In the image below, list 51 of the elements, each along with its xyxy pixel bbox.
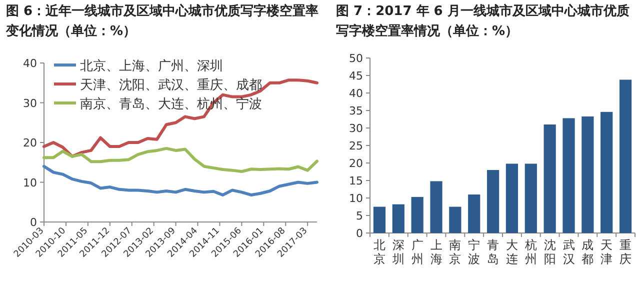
x-tick-label: 青岛 xyxy=(487,238,500,266)
y-tick-label: 50 xyxy=(349,52,363,65)
bar xyxy=(619,80,632,233)
line-series xyxy=(42,78,318,158)
y-tick-label: 5 xyxy=(356,210,363,222)
bar xyxy=(582,116,594,233)
bar xyxy=(600,112,613,233)
x-tick-label: 上海 xyxy=(430,238,442,266)
x-tick-label: 重庆 xyxy=(620,238,632,266)
y-tick-label: 40 xyxy=(349,87,363,100)
y-tick-label: 35 xyxy=(349,104,363,118)
legend-label: 北京、上海、广州、深圳 xyxy=(80,59,223,74)
bar xyxy=(430,181,442,233)
x-tick-label: 深圳 xyxy=(391,238,404,266)
x-tick-label: 成都 xyxy=(582,238,594,266)
y-tick-label: 30 xyxy=(23,96,37,110)
line-series xyxy=(42,164,318,196)
x-tick-label: 大连 xyxy=(506,238,518,266)
y-tick-label: 25 xyxy=(349,140,363,152)
bar xyxy=(562,118,575,233)
x-tick-label: 北京 xyxy=(373,238,386,266)
bar xyxy=(506,164,518,233)
x-tick-label: 宁波 xyxy=(468,238,480,266)
y-tick-label: 15 xyxy=(349,174,363,188)
y-tick-label: 40 xyxy=(23,57,37,70)
y-tick-label: 10 xyxy=(349,192,363,205)
bar xyxy=(486,170,500,233)
bar xyxy=(449,206,462,233)
x-tick-label: 广州 xyxy=(411,238,424,266)
x-tick-label: 武汉 xyxy=(562,238,575,266)
chart-title: 图 6：近年一线城市及区域中心城市优质写字楼空置率变化情况（单位：%） xyxy=(6,2,320,41)
x-tick-label: 杭州 xyxy=(524,238,537,266)
y-tick-label: 10 xyxy=(23,176,37,190)
bar xyxy=(373,206,386,233)
bar xyxy=(392,204,404,233)
y-tick-label: 0 xyxy=(356,227,363,240)
x-tick-label: 天津 xyxy=(600,238,613,266)
bar xyxy=(468,194,480,233)
chart-title: 图 7：2017 年 6 月一线城市及区域中心城市优质写字楼空置率情况（单位：%） xyxy=(336,2,630,41)
line-series xyxy=(42,146,318,174)
y-tick-label: 45 xyxy=(349,70,363,82)
y-tick-label: 0 xyxy=(30,216,37,229)
y-tick-label: 20 xyxy=(349,157,363,170)
x-tick-label: 沈阳 xyxy=(544,238,556,266)
x-tick-label: 南京 xyxy=(449,238,462,266)
bar xyxy=(411,196,424,233)
y-tick-label: 30 xyxy=(349,122,363,135)
bar xyxy=(544,124,556,233)
legend-label: 天津、沈阳、武汉、重庆、成都 xyxy=(80,78,262,93)
y-tick-label: 20 xyxy=(23,136,37,150)
bar xyxy=(524,164,537,233)
